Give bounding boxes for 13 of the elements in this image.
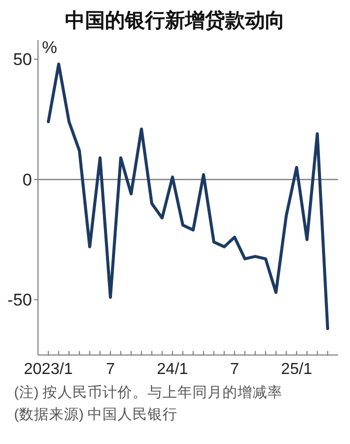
x-tick-label: 24/1 bbox=[156, 361, 188, 378]
text: (注) 按人民币计价。与上年同月的增减率 bbox=[14, 384, 283, 401]
y-tick-label: -50 bbox=[7, 290, 32, 310]
y-tick-label: 0 bbox=[22, 170, 32, 190]
y-tick-label: 50 bbox=[13, 50, 32, 70]
x-tick-label: 25/1 bbox=[281, 361, 312, 378]
chart-title: 中国的银行新增贷款动向 bbox=[65, 9, 285, 32]
x-tick-label: 7 bbox=[106, 361, 115, 378]
x-tick-label: 2023/1 bbox=[24, 361, 73, 378]
x-tick-label: 7 bbox=[230, 361, 240, 378]
text: (数据来源) 中国人民银行 bbox=[14, 406, 178, 423]
y-axis-title: % bbox=[42, 38, 58, 57]
line-series bbox=[46, 62, 330, 330]
